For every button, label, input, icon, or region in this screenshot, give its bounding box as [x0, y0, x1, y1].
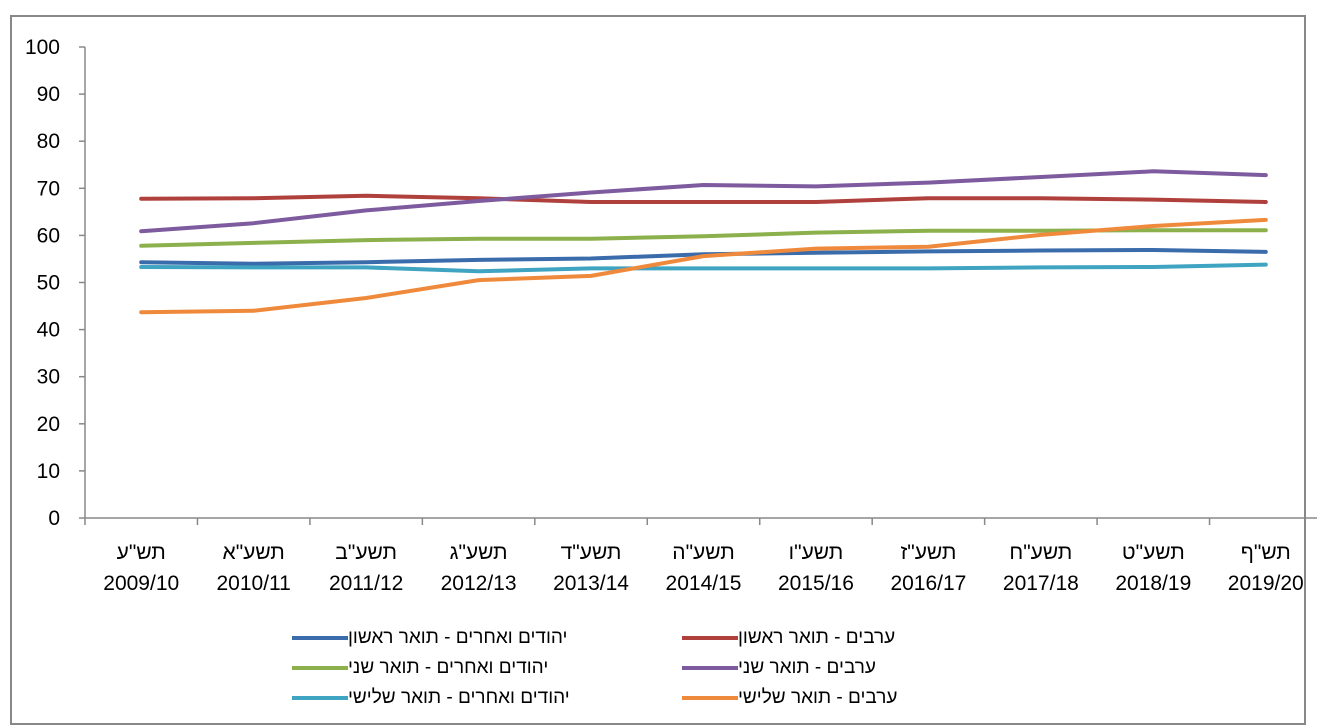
x-tick-label-year: 2015/16 [778, 572, 854, 595]
x-tick-label-year: 2012/13 [441, 572, 517, 595]
x-tick-label-hebrew: תשע"ב [335, 541, 397, 564]
series-line-4 [139, 262, 1268, 274]
y-tick-label: 80 [37, 130, 60, 153]
y-tick-label: 20 [37, 413, 60, 436]
x-tick-label-hebrew: תשע"ז [900, 541, 956, 564]
legend-swatch [682, 666, 738, 670]
legend-swatch [292, 696, 348, 700]
series-line-5 [139, 217, 1268, 315]
legend-label: ערבים - תואר שני [738, 657, 876, 678]
x-tick-label-year: 2018/19 [1115, 572, 1191, 595]
legend-item-series-1: ערבים - תואר ראשון [680, 623, 1050, 653]
x-tick-label-hebrew: תשע"ח [1009, 541, 1072, 564]
y-tick-label: 10 [37, 460, 60, 483]
x-tick-label-year: 2016/17 [890, 572, 966, 595]
x-tick-label-year: 2009/10 [103, 572, 179, 595]
y-tick-label: 70 [37, 177, 60, 200]
legend-label: יהודים ואחרים - תואר ראשון [348, 627, 568, 648]
legend-item-series-4: יהודים ואחרים - תואר שלישי [290, 683, 680, 713]
y-tick-label: 60 [37, 224, 60, 247]
legend-label: יהודים ואחרים - תואר שני [348, 657, 549, 678]
y-tick-label: 0 [48, 507, 60, 530]
x-tick-label-hebrew: תש"ף [1241, 541, 1291, 564]
legend-item-series-2: יהודים ואחרים - תואר שני [290, 653, 680, 683]
x-tick-label-hebrew: תשע"ט [1122, 541, 1185, 564]
x-tick-label-year: 2014/15 [666, 572, 742, 595]
x-tick-label-hebrew: תשע"ד [561, 541, 622, 564]
x-tick-label-year: 2011/12 [329, 572, 403, 595]
legend-label: יהודים ואחרים - תואר שלישי [348, 687, 570, 708]
x-tick-label-year: 2013/14 [553, 572, 629, 595]
y-tick-label: 100 [25, 36, 60, 59]
series-line-2 [139, 228, 1268, 248]
y-tick-label: 90 [37, 83, 60, 106]
legend: יהודים ואחרים - תואר ראשון ערבים - תואר … [290, 623, 1050, 713]
x-tick-label-year: 2019/20 [1228, 572, 1304, 595]
legend-item-series-5: ערבים - תואר שלישי [680, 683, 1050, 713]
x-tick-label-hebrew: תשע"ו [789, 541, 844, 564]
y-tick-label: 50 [37, 272, 60, 295]
x-tick-label-hebrew: תשע"ה [672, 541, 734, 564]
legend-swatch [292, 636, 348, 640]
y-tick-label: 40 [37, 319, 60, 342]
series-line-1 [139, 193, 1268, 204]
x-tick-label-hebrew: תשע"ג [450, 541, 508, 564]
legend-swatch [292, 666, 348, 670]
legend-label: ערבים - תואר ראשון [738, 627, 896, 648]
legend-item-series-3: ערבים - תואר שני [680, 653, 1050, 683]
series-line-3 [139, 169, 1268, 234]
x-tick-label-year: 2010/11 [217, 572, 291, 595]
x-tick-label-hebrew: תשע"א [223, 541, 285, 564]
y-tick-label: 30 [37, 366, 60, 389]
x-tick-label-hebrew: תש"ע [117, 541, 166, 564]
x-tick-label-year: 2017/18 [1003, 572, 1079, 595]
legend-swatch [682, 696, 738, 700]
legend-swatch [682, 636, 738, 640]
legend-label: ערבים - תואר שלישי [738, 687, 898, 708]
legend-item-series-0: יהודים ואחרים - תואר ראשון [290, 623, 680, 653]
